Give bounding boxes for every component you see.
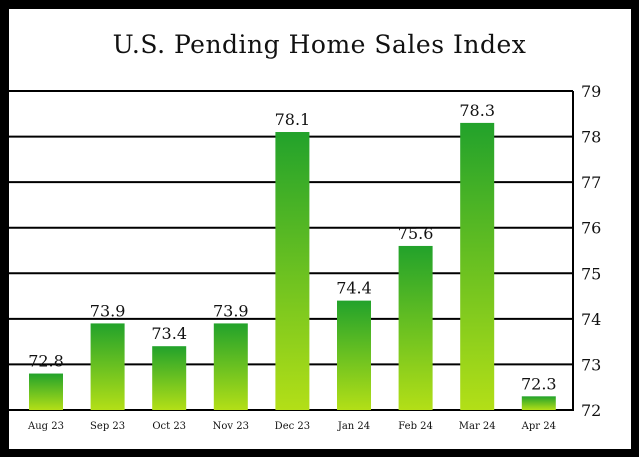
x-tick-label-1: Sep 23	[90, 421, 125, 432]
bar-4	[275, 132, 310, 410]
x-axis-ticks: Aug 23 Sep 23 Oct 23 Nov 23 Dec 23 Jan 24 Feb …	[27, 421, 556, 432]
data-label-8: 72.3	[521, 374, 557, 393]
bar-3	[213, 323, 248, 410]
y-tick-label-72: 72	[581, 401, 601, 420]
bar-8	[521, 396, 556, 410]
y-axis-ticks: 72 73 74 75 76 77 78 79	[581, 82, 601, 420]
y-tick-label-73: 73	[581, 355, 601, 374]
x-tick-label-7: Mar 24	[459, 421, 496, 432]
x-tick-label-6: Feb 24	[398, 421, 433, 432]
x-tick-label-4: Dec 23	[275, 421, 310, 432]
data-label-1: 73.9	[90, 301, 126, 320]
x-tick-label-8: Apr 24	[521, 421, 556, 432]
data-label-0: 72.8	[28, 352, 64, 371]
bar-1	[90, 323, 125, 410]
data-label-6: 75.6	[398, 224, 434, 243]
y-tick-label-79: 79	[581, 82, 601, 101]
x-tick-label-0: Aug 23	[27, 421, 64, 432]
y-tick-label-74: 74	[581, 310, 601, 329]
data-label-5: 74.4	[336, 279, 372, 298]
data-labels: 72.8 73.9 73.4 73.9 78.1 74.4 75.6 78.3 72.3	[28, 101, 556, 393]
x-tick-label-3: Nov 23	[213, 421, 249, 432]
y-tick-label-77: 77	[581, 173, 601, 192]
y-tick-label-78: 78	[581, 128, 601, 147]
y-tick-label-75: 75	[581, 264, 601, 283]
data-label-3: 73.9	[213, 301, 249, 320]
bar-0	[29, 373, 63, 410]
y-tick-label-76: 76	[581, 219, 601, 238]
bar-5	[337, 300, 371, 410]
data-label-7: 78.3	[459, 101, 495, 120]
bar-2	[152, 346, 187, 410]
bars	[29, 122, 556, 411]
data-label-2: 73.4	[151, 324, 187, 343]
data-label-4: 78.1	[275, 110, 311, 129]
chart-title: U.S. Pending Home Sales Index	[112, 30, 527, 59]
x-tick-label-5: Jan 24	[337, 421, 370, 432]
x-tick-label-2: Oct 23	[152, 421, 186, 432]
bar-6	[398, 245, 433, 410]
bar-7	[460, 122, 495, 411]
